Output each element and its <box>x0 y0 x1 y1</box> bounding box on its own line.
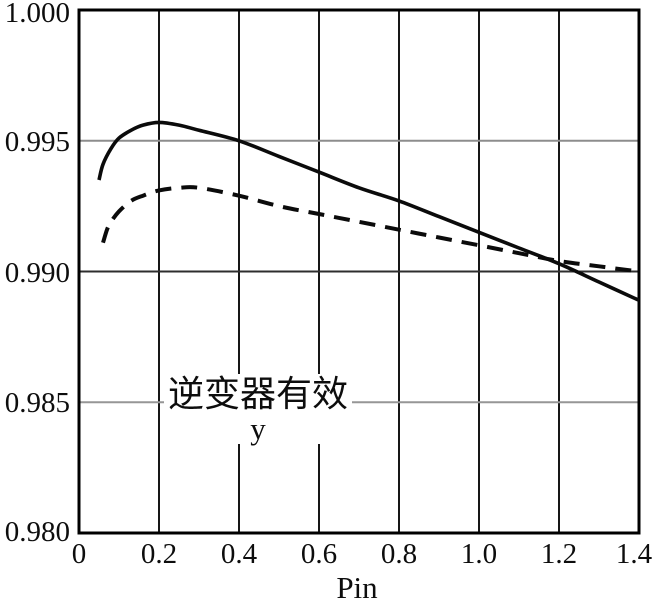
dashed-curve <box>101 185 640 274</box>
plot-border <box>77 8 641 535</box>
annotation-y-symbol: y <box>250 411 266 446</box>
y-tick-label: 0.995 <box>4 126 70 158</box>
x-tick-label: 1.0 <box>460 538 498 570</box>
x-tick-label: 1.4 <box>615 538 653 570</box>
plot-annotation: 逆变器有效 y <box>164 374 352 444</box>
solid-curve <box>97 120 640 302</box>
x-tick-label: 0.4 <box>220 538 258 570</box>
annotation-text: 逆变器有效 <box>167 374 348 414</box>
y-tick-label: 0.985 <box>4 387 70 419</box>
x-tick-label: 0.2 <box>140 538 178 570</box>
y-tick-label: 0.980 <box>4 516 70 548</box>
x-axis-title: Pin <box>336 570 378 605</box>
y-tick-label: 0.990 <box>4 257 70 289</box>
y-tick-label: 1.000 <box>4 0 70 29</box>
x-tick-label: 0 <box>71 538 87 570</box>
x-tick-label: 1.2 <box>540 538 578 570</box>
x-tick-label: 0.8 <box>380 538 418 570</box>
x-tick-label: 0.6 <box>300 538 338 570</box>
